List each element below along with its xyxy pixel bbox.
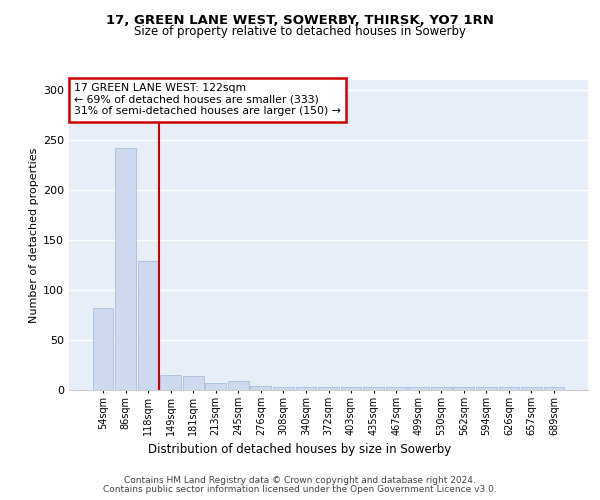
Bar xyxy=(250,386,271,390)
Bar xyxy=(544,387,565,390)
Text: 17, GREEN LANE WEST, SOWERBY, THIRSK, YO7 1RN: 17, GREEN LANE WEST, SOWERBY, THIRSK, YO… xyxy=(106,14,494,27)
Bar xyxy=(386,387,407,390)
Bar xyxy=(431,387,452,390)
Bar xyxy=(363,387,384,390)
Bar xyxy=(521,387,542,390)
Bar xyxy=(454,387,474,390)
Bar xyxy=(476,387,497,390)
Bar xyxy=(160,375,181,390)
Bar xyxy=(499,387,520,390)
Text: Size of property relative to detached houses in Sowerby: Size of property relative to detached ho… xyxy=(134,25,466,38)
Text: Contains HM Land Registry data © Crown copyright and database right 2024.: Contains HM Land Registry data © Crown c… xyxy=(124,476,476,485)
Bar xyxy=(205,383,226,390)
Y-axis label: Number of detached properties: Number of detached properties xyxy=(29,148,39,322)
Bar xyxy=(137,261,158,390)
Bar xyxy=(183,376,203,390)
Bar xyxy=(318,387,339,390)
Bar xyxy=(273,387,294,390)
Bar xyxy=(341,387,361,390)
Text: Contains public sector information licensed under the Open Government Licence v3: Contains public sector information licen… xyxy=(103,485,497,494)
Bar xyxy=(296,387,316,390)
Bar xyxy=(409,387,429,390)
Text: Distribution of detached houses by size in Sowerby: Distribution of detached houses by size … xyxy=(148,442,452,456)
Bar xyxy=(115,148,136,390)
Bar xyxy=(92,308,113,390)
Text: 17 GREEN LANE WEST: 122sqm
← 69% of detached houses are smaller (333)
31% of sem: 17 GREEN LANE WEST: 122sqm ← 69% of deta… xyxy=(74,83,341,116)
Bar xyxy=(228,381,248,390)
